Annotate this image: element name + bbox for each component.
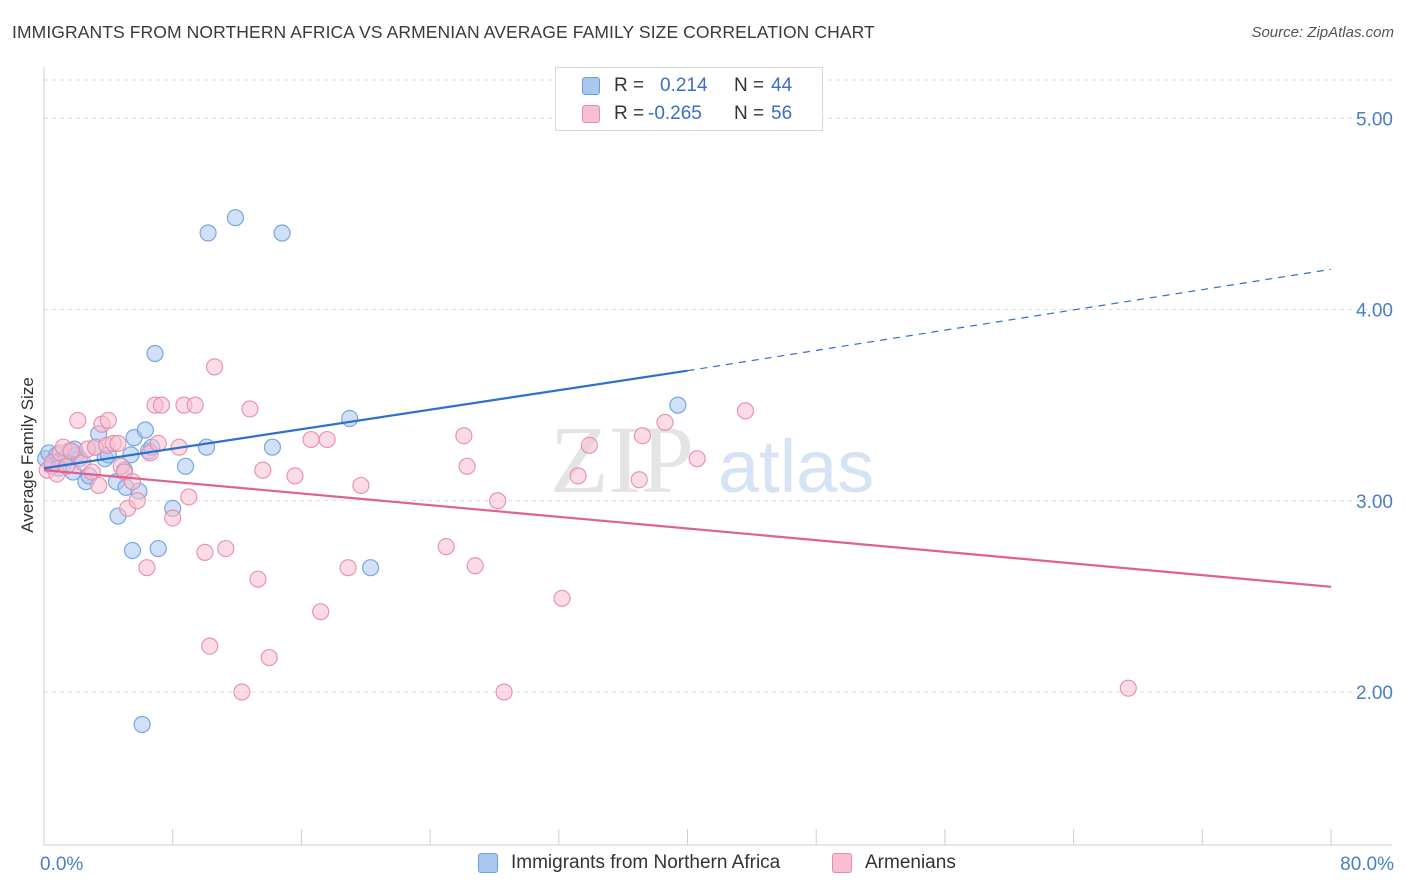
- x-tick-label: 0.0%: [40, 854, 83, 875]
- legend-r-label: R =: [614, 75, 645, 96]
- data-point: [197, 438, 216, 456]
- data-point: [123, 473, 142, 491]
- data-point: [312, 603, 330, 621]
- data-point: [176, 457, 195, 475]
- data-point: [254, 461, 272, 479]
- y-tick-label: 2.00: [1356, 683, 1393, 704]
- data-point: [455, 427, 473, 445]
- data-point: [569, 467, 587, 485]
- legend-r-value: -0.265: [648, 103, 702, 124]
- watermark-atlas: atlas: [718, 425, 874, 508]
- data-point: [736, 402, 755, 420]
- data-point: [123, 541, 142, 560]
- legend-swatch-northern-africa: [582, 77, 600, 95]
- gridlines: [44, 79, 1392, 693]
- trend-line-extension: [687, 268, 1332, 372]
- data-points: [37, 209, 1137, 734]
- data-point: [152, 396, 171, 414]
- data-point: [226, 209, 245, 227]
- legend-swatch-northern-africa: [478, 853, 498, 873]
- legend-row-armenians: R = -0.265 N = 56: [556, 102, 822, 128]
- data-point: [341, 409, 359, 428]
- trend-lines: [43, 268, 1332, 588]
- y-tick-label: 3.00: [1356, 492, 1393, 513]
- data-point: [273, 224, 291, 242]
- data-point: [553, 589, 571, 607]
- legend-label-armenians: Armenians: [865, 852, 956, 873]
- source-credit: Source: ZipAtlas.com: [1251, 24, 1394, 41]
- data-point: [196, 543, 214, 561]
- data-point: [669, 396, 687, 414]
- legend-r-value: 0.214: [660, 75, 708, 96]
- data-point: [249, 570, 267, 588]
- data-point: [99, 411, 117, 430]
- data-point: [688, 450, 706, 468]
- data-point: [149, 539, 167, 558]
- data-point: [656, 413, 674, 431]
- data-point: [489, 492, 507, 510]
- legend-n-label: N =: [734, 103, 765, 124]
- data-point: [136, 421, 154, 439]
- data-point: [580, 436, 598, 454]
- watermark: ZIP atlas: [550, 406, 874, 513]
- legend-label-northern-africa: Immigrants from Northern Africa: [511, 852, 781, 873]
- data-point: [361, 559, 380, 577]
- data-point: [164, 509, 182, 527]
- legend-n-value: 44: [771, 75, 793, 96]
- data-point: [458, 457, 476, 475]
- data-point: [205, 358, 224, 376]
- data-point: [302, 430, 320, 449]
- data-point: [437, 538, 455, 556]
- correlation-legend: R = 0.214 N = 44 R = -0.265 N = 56: [555, 67, 823, 131]
- data-point: [138, 559, 156, 577]
- data-point: [352, 476, 370, 495]
- data-point: [1119, 679, 1137, 697]
- data-point: [633, 427, 652, 445]
- axes: 2.00 3.00 4.00 5.00 0.0% 80.0%: [40, 67, 1394, 875]
- legend-r-label: R =: [614, 103, 645, 124]
- data-point: [109, 434, 127, 452]
- chart-title: IMMIGRANTS FROM NORTHERN AFRICA VS ARMEN…: [12, 22, 875, 42]
- data-point: [199, 224, 217, 242]
- data-point: [318, 430, 336, 449]
- data-point: [146, 344, 164, 363]
- data-point: [495, 683, 513, 701]
- y-tick-label: 5.00: [1356, 109, 1393, 130]
- data-point: [128, 492, 146, 510]
- y-axis-label: Average Family Size: [18, 377, 37, 533]
- legend-n-value: 56: [771, 103, 793, 124]
- trend-line-northern-africa: [43, 369, 688, 470]
- series-legend: Immigrants from Northern Africa Armenian…: [0, 852, 1406, 878]
- data-point: [339, 559, 357, 577]
- y-tick-label: 4.00: [1356, 301, 1393, 322]
- legend-row-northern-africa: R = 0.214 N = 44: [556, 74, 822, 100]
- data-point: [217, 539, 235, 558]
- data-point: [186, 396, 204, 414]
- trend-line-armenians: [43, 469, 1332, 588]
- data-point: [286, 467, 304, 485]
- data-point: [133, 715, 151, 734]
- data-point: [69, 411, 87, 430]
- data-point: [180, 488, 198, 506]
- data-point: [90, 476, 108, 495]
- data-point: [466, 557, 484, 575]
- legend-swatch-armenians: [832, 853, 852, 873]
- data-point: [201, 637, 219, 655]
- data-point: [241, 400, 259, 418]
- data-point: [233, 683, 251, 701]
- x-tick-label: 80.0%: [1340, 854, 1394, 875]
- data-point: [260, 648, 278, 667]
- data-point: [630, 471, 648, 489]
- data-point: [263, 438, 282, 456]
- legend-swatch-armenians: [582, 105, 600, 123]
- legend-n-label: N =: [734, 75, 765, 96]
